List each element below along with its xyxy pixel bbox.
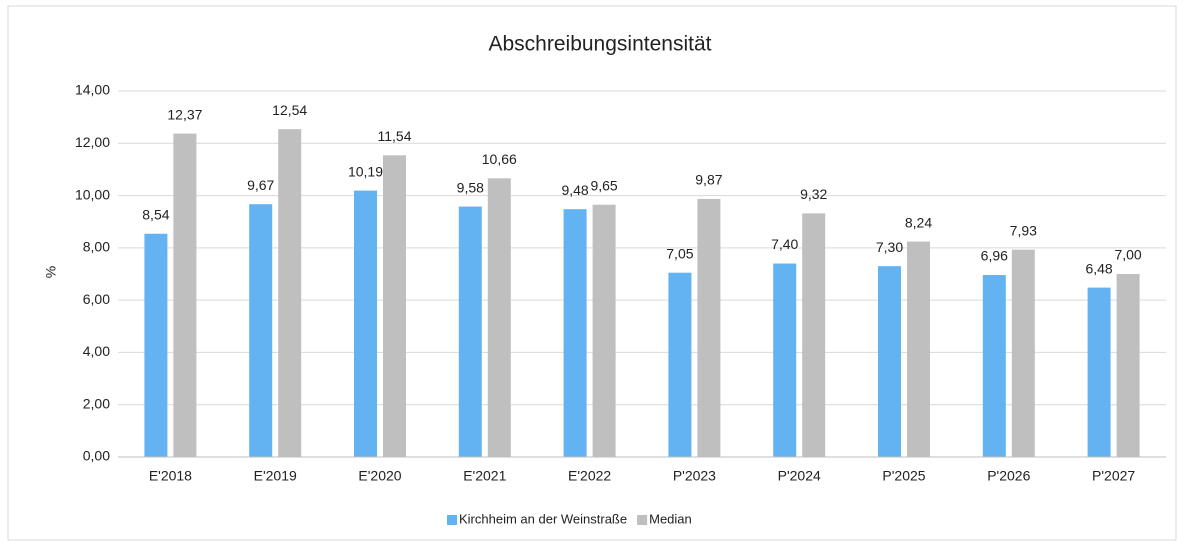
- y-tick-label: 4,00: [83, 343, 110, 359]
- y-tick-label: 12,00: [75, 134, 110, 150]
- bar: [878, 266, 901, 457]
- x-tick-label: P'2025: [882, 468, 925, 484]
- data-label: 10,66: [482, 151, 517, 167]
- data-label: 11,54: [378, 128, 412, 144]
- data-label: 9,32: [800, 186, 827, 202]
- x-tick-label: E'2020: [358, 468, 401, 484]
- data-label: 7,00: [1114, 247, 1141, 263]
- bar: [907, 241, 930, 457]
- x-tick-label: P'2026: [987, 468, 1030, 484]
- bar: [278, 129, 302, 457]
- data-label: 9,48: [561, 182, 588, 198]
- bar: [1087, 287, 1111, 457]
- data-label: 8,54: [142, 206, 169, 222]
- x-tick-label: E'2022: [568, 468, 611, 484]
- y-tick-label: 6,00: [83, 291, 110, 307]
- x-tick-label: E'2021: [463, 468, 506, 484]
- bar: [1011, 249, 1035, 457]
- y-tick-label: 8,00: [83, 239, 110, 255]
- x-tick-label: E'2019: [254, 468, 297, 484]
- x-tick-label: P'2024: [778, 468, 821, 484]
- bar: [383, 155, 406, 457]
- y-tick-label: 0,00: [83, 448, 110, 464]
- bar: [354, 190, 377, 457]
- y-tick-label: 14,00: [75, 82, 110, 98]
- bar: [563, 209, 587, 457]
- y-tick-label: 10,00: [75, 186, 110, 202]
- data-label: 7,93: [1010, 222, 1037, 238]
- data-label: 7,05: [666, 245, 693, 261]
- data-label: 9,65: [590, 177, 617, 193]
- bar: [982, 275, 1006, 457]
- legend-swatch: [637, 515, 648, 525]
- bar: [1116, 274, 1140, 457]
- data-label: 10,19: [348, 163, 383, 179]
- y-tick-label: 2,00: [83, 395, 110, 411]
- chart-title: Abschreibungsintensität: [489, 33, 712, 56]
- data-label: 9,67: [247, 177, 274, 193]
- bar: [592, 204, 616, 457]
- legend-swatch: [447, 515, 457, 525]
- data-label: 8,24: [905, 214, 932, 230]
- x-tick-label: P'2023: [673, 468, 716, 484]
- y-axis-label: %: [43, 266, 59, 278]
- data-label: 12,37: [167, 106, 202, 122]
- data-label: 6,48: [1085, 260, 1112, 276]
- chart-border: [7, 5, 1177, 541]
- bar: [487, 178, 511, 457]
- bar: [697, 198, 721, 457]
- bar: [249, 204, 273, 457]
- bar: [773, 263, 797, 457]
- data-label: 12,54: [272, 102, 307, 118]
- bar: [173, 133, 197, 457]
- bar: [458, 206, 482, 457]
- data-label: 7,30: [876, 239, 903, 255]
- x-tick-label: P'2027: [1092, 468, 1135, 484]
- data-label: 6,96: [981, 248, 1008, 264]
- data-label: 9,87: [695, 172, 722, 188]
- legend-label: Kirchheim an der Weinstraße: [459, 511, 627, 526]
- x-tick-label: E'2018: [149, 468, 192, 484]
- bar: [144, 233, 168, 457]
- bar: [668, 272, 692, 457]
- legend-label: Median: [649, 511, 692, 526]
- data-label: 9,58: [457, 179, 484, 195]
- bar: [802, 213, 826, 457]
- data-label: 7,40: [771, 236, 798, 252]
